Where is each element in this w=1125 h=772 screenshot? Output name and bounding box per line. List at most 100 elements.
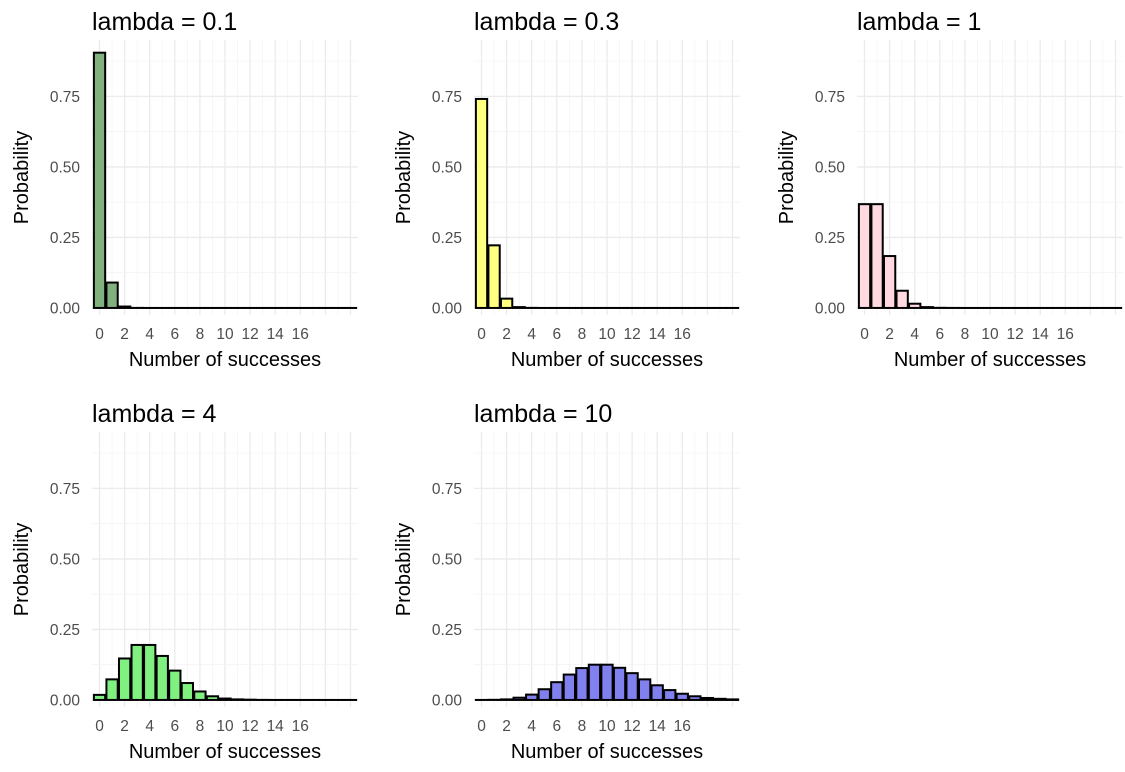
bar-10 (601, 665, 612, 700)
y-tick-label: 0.50 (432, 551, 463, 568)
panel-title: lambda = 4 (92, 400, 216, 428)
x-tick-label: 16 (292, 718, 309, 735)
bar-3 (514, 698, 525, 700)
panel-title: lambda = 10 (474, 400, 612, 428)
x-tick-label: 4 (527, 326, 536, 343)
bar-3 (132, 645, 143, 700)
y-tick-label: 0.25 (50, 230, 80, 247)
x-tick-label: 8 (196, 326, 205, 343)
bar-2 (119, 658, 130, 699)
y-tick-label: 0.50 (815, 159, 846, 176)
x-axis-title: Number of successes (129, 741, 321, 763)
y-tick-label: 0.75 (432, 89, 462, 106)
bar-8 (576, 668, 587, 700)
y-tick-label: 0.25 (815, 230, 845, 247)
bar-6 (551, 682, 562, 700)
x-tick-label: 10 (216, 718, 234, 735)
bar-16 (677, 694, 688, 700)
x-tick-label: 16 (292, 326, 309, 343)
x-tick-label: 10 (598, 718, 616, 735)
x-axis-title: Number of successes (511, 741, 703, 763)
x-tick-label: 12 (241, 326, 258, 343)
x-tick-label: 14 (1032, 326, 1050, 343)
x-axis-title: Number of successes (129, 349, 321, 371)
bar-14 (652, 685, 663, 700)
y-tick-label: 0.50 (50, 551, 81, 568)
y-tick-label: 0.00 (432, 692, 463, 709)
bar-0 (859, 204, 870, 308)
bar-10 (219, 699, 230, 700)
x-tick-label: 12 (623, 718, 640, 735)
x-axis-title: Number of successes (894, 349, 1086, 371)
bar-9 (207, 696, 218, 700)
panel-title: lambda = 0.3 (474, 8, 619, 36)
x-tick-label: 16 (1057, 326, 1074, 343)
bar-1 (488, 245, 499, 308)
x-tick-label: 16 (674, 718, 691, 735)
bar-17 (689, 696, 700, 700)
y-axis-title: Probability (776, 131, 798, 224)
x-tick-label: 0 (95, 326, 104, 343)
x-tick-label: 8 (196, 718, 205, 735)
x-tick-label: 2 (502, 326, 511, 343)
x-tick-label: 10 (598, 326, 616, 343)
bar-2 (501, 299, 512, 308)
x-tick-label: 2 (502, 718, 511, 735)
bar-8 (194, 691, 205, 699)
bar-0 (476, 99, 487, 308)
x-tick-label: 14 (267, 326, 285, 343)
bar-1 (106, 679, 117, 700)
y-tick-label: 0.75 (50, 89, 80, 106)
panel-title: lambda = 1 (857, 8, 981, 36)
x-tick-label: 6 (170, 718, 179, 735)
x-tick-label: 0 (477, 326, 486, 343)
y-tick-label: 0.00 (432, 300, 463, 317)
x-tick-label: 14 (267, 718, 285, 735)
x-axis-title: Number of successes (511, 349, 703, 371)
bar-11 (232, 699, 243, 700)
bar-4 (144, 645, 155, 700)
y-tick-label: 0.75 (432, 481, 462, 498)
bar-3 (897, 291, 908, 308)
x-tick-label: 2 (120, 718, 129, 735)
x-tick-label: 12 (241, 718, 258, 735)
bar-15 (664, 690, 675, 700)
bar-0 (94, 53, 105, 308)
x-tick-label: 2 (120, 326, 129, 343)
x-tick-label: 10 (981, 326, 999, 343)
x-tick-label: 0 (860, 326, 869, 343)
x-tick-label: 4 (145, 718, 154, 735)
bar-5 (157, 656, 168, 700)
bar-7 (182, 683, 193, 700)
y-axis-title: Probability (11, 131, 33, 224)
bar-5 (539, 689, 550, 700)
bar-3 (514, 307, 525, 308)
bar-2 (501, 699, 512, 700)
bar-6 (169, 671, 180, 700)
x-tick-label: 6 (170, 326, 179, 343)
bar-19 (714, 699, 725, 700)
y-axis-title: Probability (393, 131, 415, 224)
y-tick-label: 0.50 (50, 159, 81, 176)
x-tick-label: 0 (477, 718, 486, 735)
x-tick-label: 10 (216, 326, 234, 343)
x-tick-label: 4 (910, 326, 919, 343)
y-tick-label: 0.00 (815, 300, 846, 317)
y-tick-label: 0.75 (50, 481, 80, 498)
x-tick-label: 4 (145, 326, 154, 343)
y-tick-label: 0.50 (432, 159, 463, 176)
panel-title: lambda = 0.1 (92, 8, 237, 36)
x-tick-label: 8 (578, 326, 587, 343)
x-tick-label: 14 (649, 718, 667, 735)
y-tick-label: 0.00 (50, 692, 81, 709)
x-tick-label: 2 (885, 326, 894, 343)
x-tick-label: 6 (935, 326, 944, 343)
x-tick-label: 12 (623, 326, 640, 343)
y-axis-title: Probability (11, 523, 33, 616)
bar-7 (564, 675, 575, 700)
bar-2 (119, 307, 130, 308)
